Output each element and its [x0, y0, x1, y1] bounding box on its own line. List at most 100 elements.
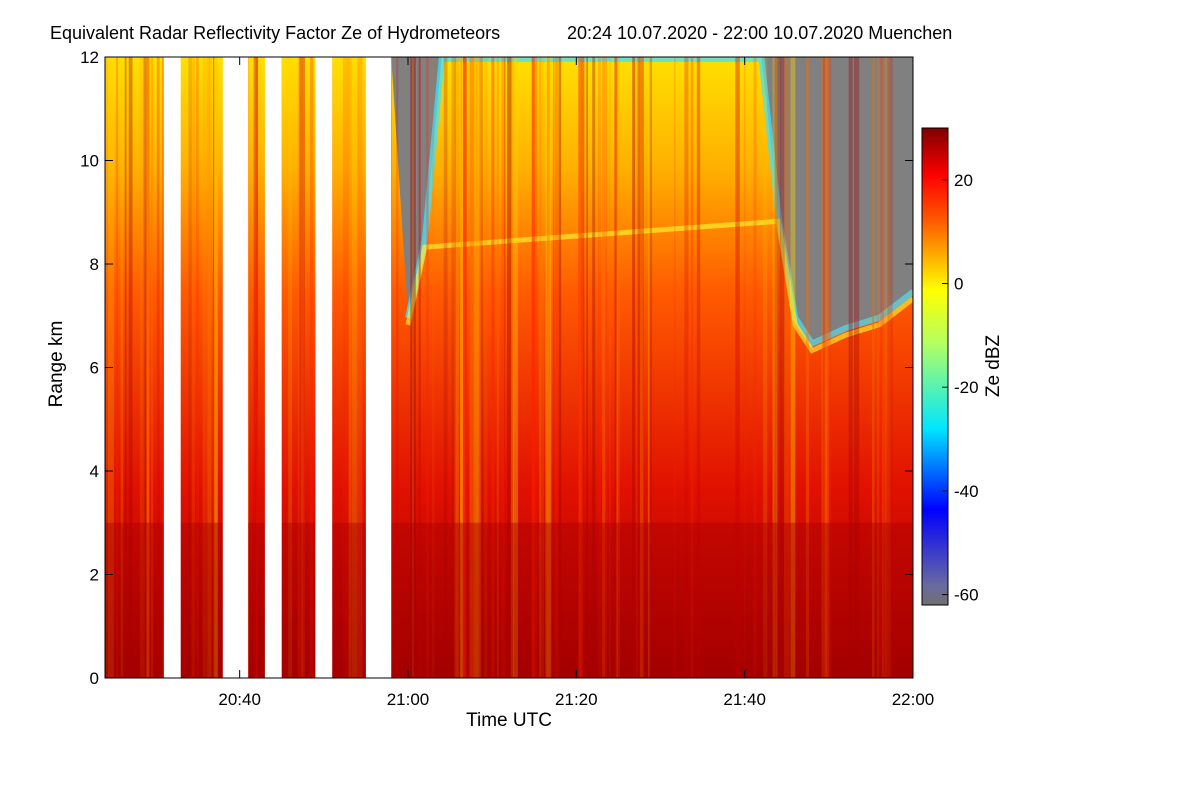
x-axis: 20:40 21:00 21:20 21:40 22:00: [218, 57, 934, 709]
streak: [480, 57, 483, 678]
streak: [484, 57, 488, 678]
streak: [196, 57, 199, 678]
streak: [301, 57, 305, 678]
streak: [735, 57, 740, 678]
streak: [779, 57, 785, 678]
streak: [120, 57, 124, 678]
streak: [213, 57, 215, 678]
colorbar-tick-label: -20: [954, 378, 979, 397]
streak: [547, 57, 550, 678]
streak: [443, 57, 448, 678]
streak: [784, 57, 790, 678]
data-gap: [222, 57, 249, 678]
streak: [478, 57, 481, 678]
streak: [432, 57, 435, 678]
streak: [880, 57, 884, 678]
streak: [805, 57, 809, 678]
streak: [790, 57, 796, 678]
streak: [872, 57, 875, 678]
streak: [605, 57, 608, 678]
streak: [554, 57, 559, 678]
streak: [459, 57, 465, 678]
streak: [342, 57, 349, 678]
streak: [146, 57, 149, 678]
streak: [475, 57, 482, 678]
streak: [647, 57, 650, 678]
streak: [633, 57, 635, 678]
streak: [396, 57, 399, 678]
streak: [454, 57, 459, 678]
streak: [531, 57, 535, 678]
streak: [539, 57, 545, 678]
y-tick-label: 0: [90, 669, 99, 688]
streak: [460, 57, 463, 678]
streak: [351, 57, 358, 678]
streak: [469, 57, 475, 678]
colorbar-gradient: [921, 127, 949, 606]
streak: [146, 57, 150, 678]
streak: [763, 57, 768, 678]
streak: [772, 57, 778, 678]
streak: [553, 57, 555, 678]
y-tick-label: 10: [80, 152, 99, 171]
x-axis-label: Time UTC: [466, 710, 552, 731]
streak: [460, 57, 463, 678]
streak: [501, 57, 506, 678]
streak: [696, 57, 701, 678]
streak: [206, 57, 212, 678]
streak: [207, 57, 213, 678]
streak: [592, 57, 596, 678]
streak: [882, 57, 886, 678]
streak: [255, 57, 259, 678]
streak: [410, 57, 416, 678]
streak: [775, 57, 778, 678]
streak: [504, 57, 506, 678]
streak: [848, 57, 853, 678]
streak: [115, 57, 119, 678]
streak: [473, 57, 478, 678]
streak: [491, 57, 495, 678]
y-tick-label: 8: [90, 255, 99, 274]
data-gaps: [163, 57, 392, 678]
streak: [876, 57, 880, 678]
streak: [824, 57, 830, 678]
chart-title: Equivalent Radar Reflectivity Factor Ze …: [50, 23, 500, 43]
streak: [598, 57, 601, 678]
streak: [558, 57, 562, 678]
echo-region: [105, 57, 913, 678]
y-tick-label: 12: [80, 48, 99, 67]
echo-top-edge-inner: [405, 218, 913, 354]
streak: [309, 57, 314, 678]
streak: [632, 57, 636, 678]
chart-subtitle: 20:24 10.07.2020 - 22:00 10.07.2020 Muen…: [567, 23, 952, 43]
streak: [586, 57, 588, 678]
x-tick-label: 21:00: [387, 690, 430, 709]
streak: [348, 57, 352, 678]
streak: [614, 57, 618, 678]
y-tick-label: 6: [90, 359, 99, 378]
streak: [684, 57, 689, 678]
streak: [822, 57, 826, 678]
streak: [545, 57, 552, 678]
streak: [507, 57, 512, 678]
streak: [139, 57, 145, 678]
colorbar-ticks: 20 0 -20 -40 -60: [942, 171, 979, 605]
colorbar-label: Ze dBZ: [983, 334, 1004, 397]
streak: [150, 57, 154, 678]
colorbar-tick-label: 0: [954, 275, 963, 294]
x-tick-label: 20:40: [218, 690, 261, 709]
streak: [357, 57, 363, 678]
data-gap: [163, 57, 181, 678]
x-tick-label: 22:00: [892, 690, 935, 709]
streak: [853, 57, 860, 678]
colorbar-tick-label: 20: [954, 171, 973, 190]
plot-area: [105, 57, 913, 678]
streak: [253, 57, 258, 678]
streak: [463, 57, 467, 678]
streak: [451, 57, 456, 678]
streak: [418, 57, 421, 678]
streak: [468, 57, 474, 678]
streak: [649, 57, 653, 678]
streak: [753, 57, 757, 678]
